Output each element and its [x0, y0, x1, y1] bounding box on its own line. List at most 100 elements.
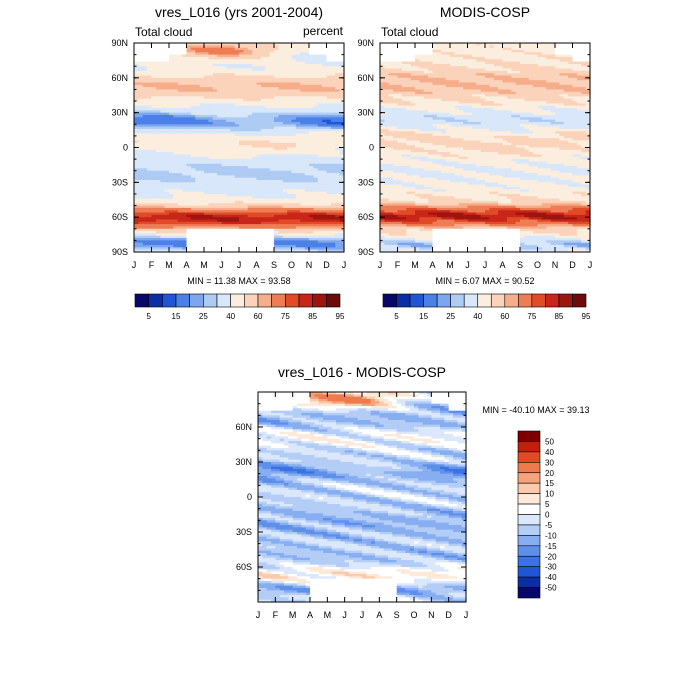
field-cell	[295, 73, 301, 77]
field-cell	[221, 128, 227, 132]
field-cell	[313, 147, 319, 151]
field-cell	[138, 133, 144, 137]
field-cell	[142, 89, 148, 93]
field-cell	[287, 89, 293, 93]
field-cell	[239, 61, 244, 65]
field-cell	[247, 54, 253, 58]
field-cell	[322, 75, 328, 79]
field-cell	[317, 96, 323, 100]
field-cell	[217, 68, 223, 72]
field-cell	[243, 73, 249, 77]
field-cell	[173, 126, 179, 130]
field-cell	[339, 145, 345, 149]
field-cell	[138, 103, 144, 107]
field-cell	[190, 131, 196, 135]
field-cell	[190, 145, 196, 149]
field-cell	[330, 112, 336, 116]
field-cell	[155, 89, 161, 93]
field-cell	[225, 47, 231, 51]
field-cell	[164, 80, 170, 84]
y-tick-label: 90N	[111, 38, 128, 48]
field-cell	[304, 54, 310, 58]
field-cell	[278, 145, 284, 149]
field-cell	[182, 126, 188, 130]
field-cell	[252, 119, 258, 123]
field-cell	[326, 154, 332, 158]
field-cell	[142, 145, 148, 149]
field-cell	[208, 49, 214, 53]
field-cell	[212, 77, 218, 81]
field-cell	[247, 87, 253, 91]
field-cell	[282, 52, 288, 56]
field-cell	[195, 82, 201, 86]
field-cell	[134, 103, 139, 107]
field-cell	[173, 56, 179, 60]
field-cell	[330, 59, 336, 63]
field-cell	[239, 80, 244, 84]
field-cell	[173, 121, 179, 125]
field-cell	[295, 149, 301, 153]
field-cell	[199, 147, 205, 151]
field-cell	[195, 68, 201, 72]
field-cell	[190, 80, 196, 84]
field-cell	[291, 114, 297, 118]
field-cell	[199, 98, 205, 102]
field-cell	[247, 128, 253, 132]
field-cell	[190, 121, 196, 125]
panel-obs-field	[380, 43, 591, 253]
field-cell	[269, 147, 275, 151]
field-cell	[186, 135, 192, 139]
field-cell	[138, 94, 144, 98]
field-cell	[265, 105, 271, 109]
field-cell	[147, 77, 153, 81]
field-cell	[287, 142, 293, 146]
field-cell	[247, 91, 253, 95]
field-cell	[260, 119, 266, 123]
field-cell	[195, 140, 201, 144]
field-cell	[295, 77, 301, 81]
field-cell	[335, 68, 341, 72]
field-cell	[225, 43, 231, 46]
field-cell	[234, 84, 240, 88]
field-cell	[278, 75, 284, 79]
field-cell	[164, 45, 170, 49]
field-cell	[234, 75, 240, 79]
field-cell	[234, 154, 240, 158]
field-cell	[335, 59, 341, 63]
field-cell	[177, 75, 183, 79]
field-cell	[309, 114, 314, 118]
field-cell	[221, 145, 227, 149]
field-cell	[221, 147, 227, 151]
field-cell	[208, 126, 214, 130]
panel-model: vres_L016 (yrs 2001-2004) Total cloud pe…	[111, 4, 346, 321]
y-tick-label: 0	[123, 143, 128, 153]
field-cell	[177, 56, 183, 60]
field-cell	[317, 119, 323, 123]
field-cell	[186, 77, 192, 81]
field-cell	[190, 133, 196, 137]
field-cell	[151, 128, 157, 132]
field-cell	[234, 128, 240, 132]
field-cell	[239, 135, 244, 139]
field-cell	[217, 152, 223, 156]
field-cell	[212, 70, 218, 74]
field-cell	[221, 131, 227, 135]
field-cell	[339, 133, 345, 137]
field-cell	[225, 68, 231, 72]
field-cell	[317, 138, 323, 142]
field-cell	[169, 77, 174, 81]
field-cell	[204, 96, 209, 100]
field-cell	[186, 59, 192, 63]
field-cell	[230, 135, 236, 139]
field-cell	[151, 133, 157, 137]
field-cell	[234, 133, 240, 137]
field-cell	[326, 105, 332, 109]
field-cell	[142, 154, 148, 158]
field-cell	[169, 110, 174, 114]
field-cell	[173, 52, 179, 56]
field-cell	[339, 59, 345, 63]
field-cell	[234, 126, 240, 130]
field-cell	[317, 117, 323, 121]
field-cell	[164, 56, 170, 60]
field-cell	[295, 94, 301, 98]
